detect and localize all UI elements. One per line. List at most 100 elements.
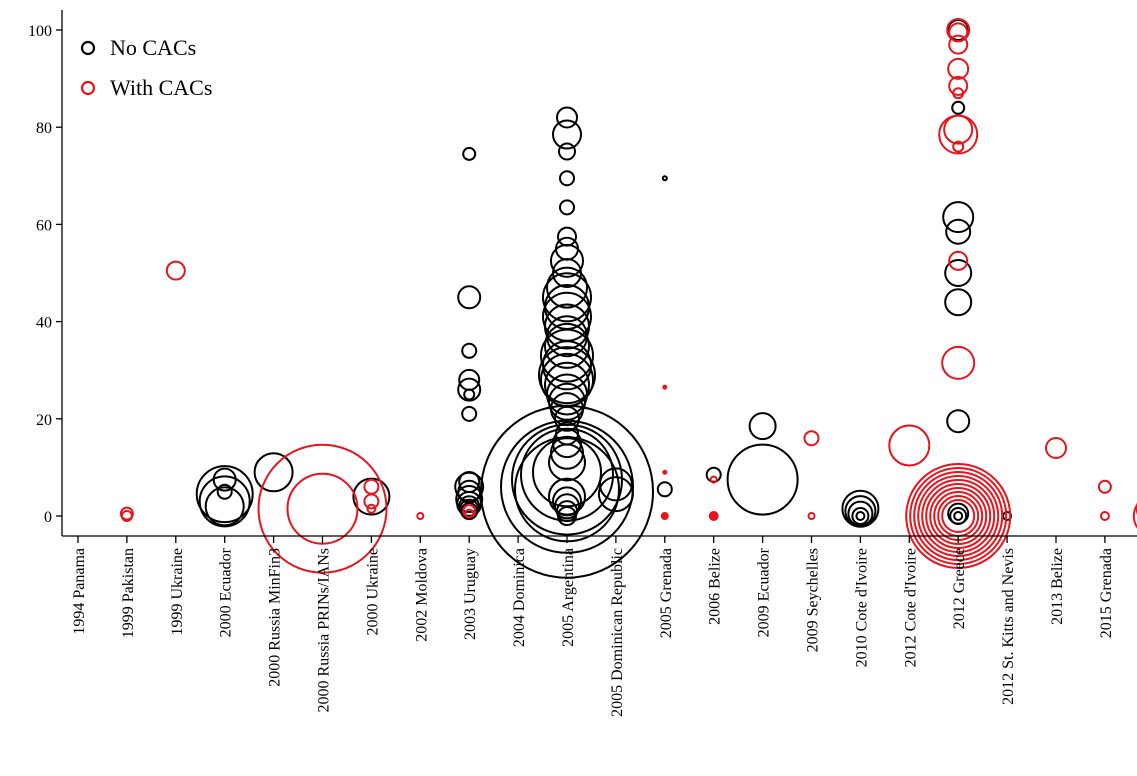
data-point [656, 481, 673, 498]
x-tick-label: 2000 Russia MinFin3 [267, 548, 284, 687]
legend: No CACs With CACs [80, 35, 212, 100]
data-point [941, 499, 976, 533]
data-point [945, 218, 972, 245]
x-tick-label: 2012 Cote d'Ivoire [902, 548, 919, 667]
x-tick-label: 2004 Dominica [511, 548, 528, 647]
data-point [937, 495, 980, 537]
data-point [546, 373, 588, 416]
data-point [558, 142, 576, 161]
x-tick-label: 2005 Dominican Republic [609, 548, 626, 717]
x-tick-label: 2000 Russia PRINs/IANs [316, 548, 333, 712]
data-point [554, 405, 580, 432]
data-point [552, 119, 582, 150]
data-point [662, 469, 668, 475]
data-point [460, 502, 479, 521]
y-tick-label: 80 [36, 120, 52, 137]
data-point [556, 500, 578, 523]
data-point [464, 508, 475, 519]
data-point [463, 388, 476, 401]
x-tick-label: 2009 Seychelles [805, 548, 822, 652]
data-point [1097, 479, 1112, 494]
data-point [212, 467, 237, 492]
data-point [462, 146, 477, 161]
legend-marker [80, 40, 96, 56]
y-tick-label: 20 [36, 412, 52, 429]
data-point [726, 443, 799, 516]
x-tick-label: 1999 Ukraine [169, 548, 186, 636]
legend-label: No CACs [110, 35, 196, 60]
series-no-cacs [195, 19, 1013, 579]
data-point [552, 428, 582, 459]
data-point [941, 345, 976, 380]
data-point [461, 342, 478, 359]
bubbles-layer [119, 18, 1137, 579]
data-point [546, 315, 588, 358]
data-point [557, 506, 577, 526]
y-tick-label: 40 [36, 315, 52, 332]
data-point [946, 409, 971, 434]
y-tick-label: 100 [28, 23, 52, 40]
data-point [363, 478, 380, 495]
data-point [944, 288, 973, 317]
data-point [905, 463, 1012, 569]
data-point [198, 475, 251, 528]
data-point [363, 493, 380, 510]
data-point [554, 493, 580, 520]
data-point [550, 392, 584, 427]
data-point [195, 465, 254, 524]
x-tick-label: 2002 Moldova [413, 548, 430, 642]
x-tick-label: 2015 Grenada [1098, 548, 1115, 638]
data-point [538, 346, 596, 405]
y-tick-label: 0 [44, 509, 52, 526]
data-point [544, 303, 590, 350]
data-point [709, 475, 718, 484]
data-point [1132, 503, 1137, 529]
data-point [925, 483, 992, 549]
data-point [803, 430, 820, 447]
x-tick-label: 2012 St. Kitts and Nevis [1000, 548, 1017, 705]
series-with-cacs [119, 18, 1137, 574]
data-point [257, 443, 388, 574]
data-point [550, 435, 584, 470]
data-point [352, 477, 391, 516]
data-point [888, 424, 931, 467]
data-point [542, 340, 592, 391]
data-point [542, 272, 592, 323]
data-point [948, 22, 969, 43]
data-point [913, 471, 1004, 561]
data-point [851, 507, 870, 525]
data-point [708, 511, 719, 521]
data-point [953, 511, 964, 521]
data-point [559, 199, 575, 216]
data-point [458, 471, 481, 493]
data-point [909, 467, 1008, 565]
data-point [556, 106, 578, 129]
data-point [952, 140, 965, 153]
data-point [807, 512, 816, 520]
data-point [943, 114, 974, 145]
data-point [1045, 437, 1067, 459]
data-point [555, 421, 579, 446]
data-point [949, 507, 968, 525]
legend-label: With CACs [110, 75, 212, 100]
data-point [661, 175, 668, 182]
x-tick-label: 2012 Greece [951, 548, 968, 629]
x-tick-label: 2009 Ecuador [756, 547, 773, 637]
data-point [253, 452, 294, 493]
x-tick-label: 2000 Ukraine [364, 548, 381, 636]
x-tick-label: 1999 Pakistan [120, 548, 137, 638]
data-point [952, 87, 965, 100]
data-point [457, 285, 482, 310]
data-point [929, 487, 988, 545]
data-point [942, 201, 975, 234]
data-point [855, 511, 866, 521]
x-tick-label: 2005 Argentina [560, 548, 577, 647]
x-tick-label: 1994 Panama [71, 548, 88, 635]
data-point [662, 384, 668, 390]
data-point [119, 506, 134, 521]
data-point [705, 466, 722, 483]
data-point [947, 57, 970, 80]
data-point [416, 512, 425, 520]
data-point [847, 500, 874, 527]
x-tick-label: 2010 Cote d'Ivoire [853, 548, 870, 667]
